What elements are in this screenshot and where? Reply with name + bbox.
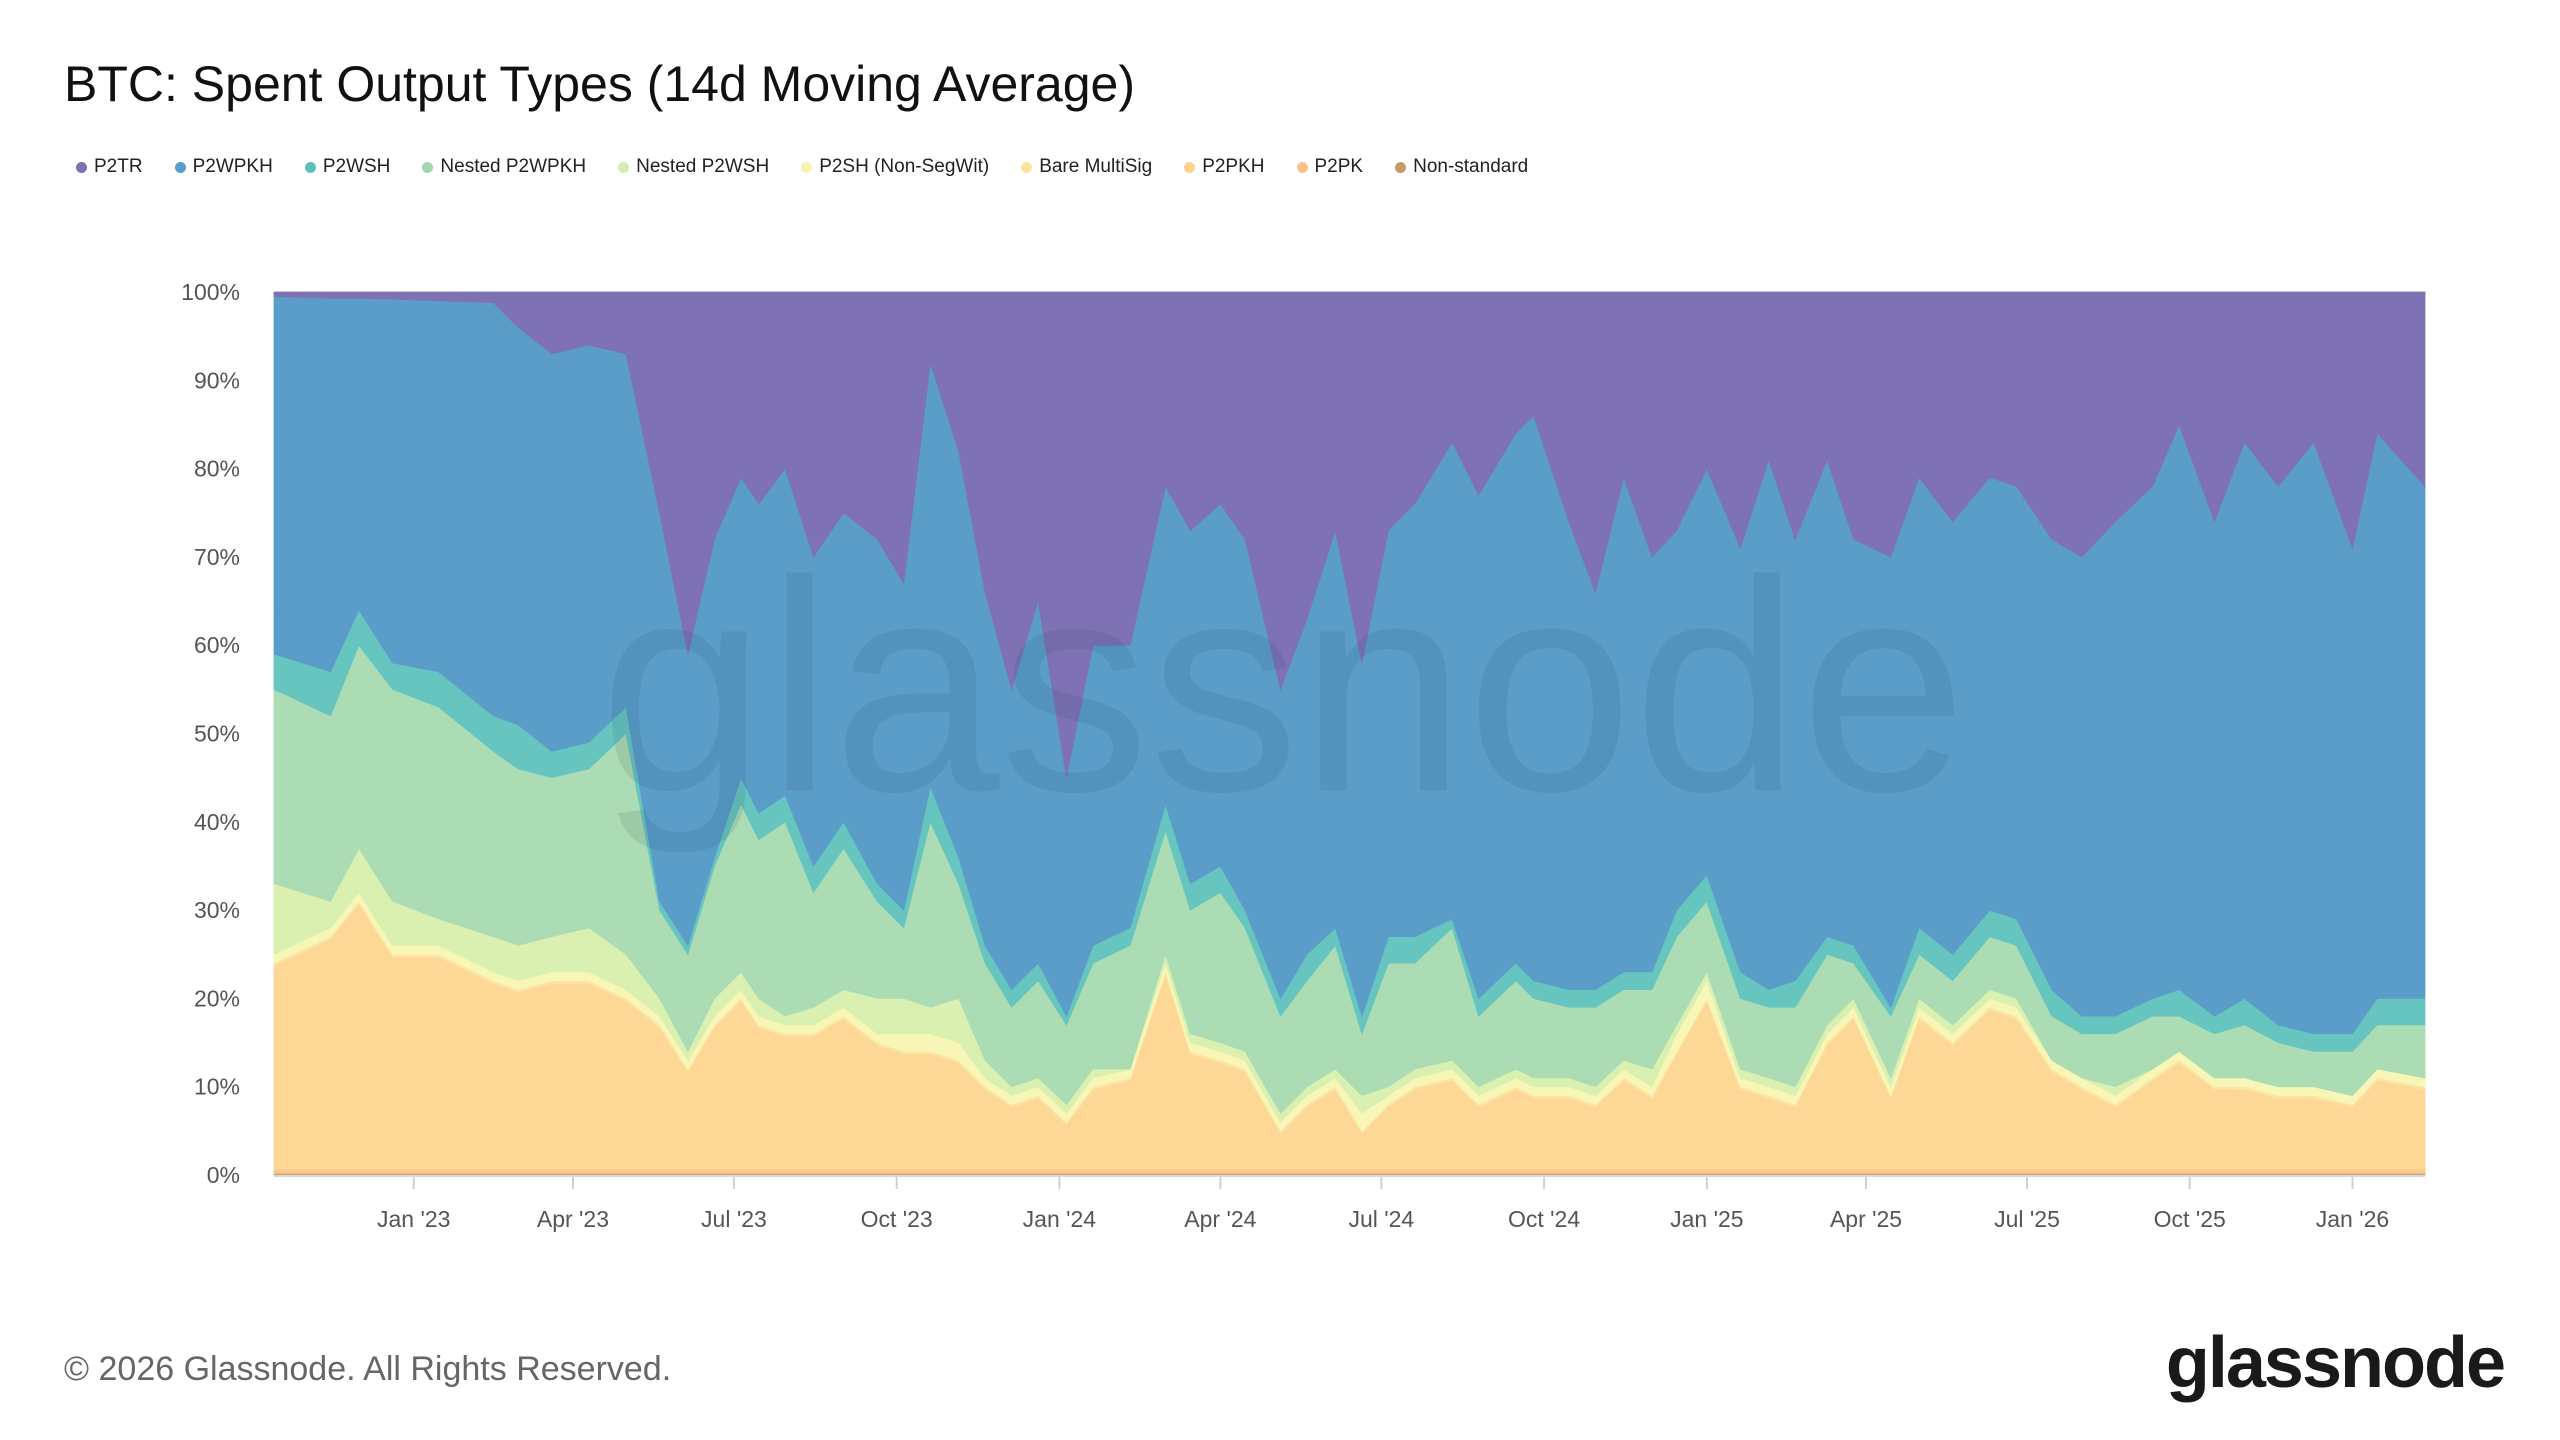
legend-dot-icon [1184, 161, 1196, 173]
copyright-text: © 2026 Glassnode. All Rights Reserved. [64, 1350, 672, 1388]
x-tick-label: Apr '25 [1830, 1206, 1902, 1232]
area-p2tr[interactable] [273, 291, 2426, 778]
legend-item-nested-p2wsh[interactable]: Nested P2WSH [618, 156, 769, 178]
y-tick-label: 90% [194, 367, 240, 393]
glassnode-logo: glassnode [2165, 1323, 2506, 1403]
chart-title: BTC: Spent Output Types (14d Moving Aver… [64, 56, 1135, 112]
x-tick-label: Jan '23 [377, 1206, 450, 1232]
legend-dot-icon [422, 161, 434, 173]
legend-item-p2wpkh[interactable]: P2WPKH [174, 156, 273, 178]
y-tick-label: 0% [207, 1162, 240, 1188]
legend-dot-icon [1395, 161, 1407, 173]
x-tick-label: Jan '26 [2316, 1206, 2389, 1232]
x-tick-label: Apr '24 [1184, 1206, 1256, 1232]
legend-item-non-standard[interactable]: Non-standard [1395, 156, 1528, 178]
x-tick-label: Apr '23 [537, 1206, 609, 1232]
y-tick-label: 20% [194, 985, 240, 1011]
y-tick-label: 50% [194, 721, 240, 747]
x-tick-label: Jul '23 [701, 1206, 767, 1232]
legend-label: P2PKH [1202, 156, 1265, 177]
legend-label: Bare MultiSig [1039, 156, 1153, 177]
legend-dot-icon [618, 161, 630, 173]
legend-label: Non-standard [1413, 156, 1529, 177]
x-tick-label: Jan '25 [1670, 1206, 1743, 1232]
legend-dot-icon [304, 161, 316, 173]
y-tick-label: 80% [194, 456, 240, 482]
legend-dot-icon [174, 161, 186, 173]
legend-label: P2WPKH [192, 156, 273, 177]
legend-label: Nested P2WSH [636, 156, 770, 177]
y-tick-label: 70% [194, 544, 240, 570]
legend-dot-icon [1296, 161, 1308, 173]
x-tick-label: Jul '24 [1348, 1206, 1414, 1232]
legend-item-p2pk[interactable]: P2PK [1296, 156, 1364, 178]
legend-label: P2PK [1314, 156, 1364, 177]
area-p2pk[interactable] [273, 1168, 2426, 1174]
x-tick-label: Jan '24 [1023, 1206, 1097, 1232]
legend-label: P2TR [94, 156, 143, 177]
legend-item-p2sh[interactable]: P2SH (Non-SegWit) [801, 156, 989, 178]
legend-item-bare-multisig[interactable]: Bare MultiSig [1021, 156, 1152, 178]
legend-item-p2tr[interactable]: P2TR [76, 156, 143, 178]
legend: P2TR P2WPKH P2WSH Nested P2WPKH Nested P… [76, 156, 1560, 178]
legend-label: P2SH (Non-SegWit) [819, 156, 990, 177]
x-tick-label: Oct '24 [1508, 1206, 1580, 1232]
watermark-logo: glassnode [599, 518, 1967, 856]
y-tick-label: 30% [194, 897, 240, 923]
legend-item-p2pkh[interactable]: P2PKH [1184, 156, 1265, 178]
y-tick-label: 10% [194, 1074, 240, 1100]
legend-item-p2wsh[interactable]: P2WSH [304, 156, 391, 178]
x-tick-label: Oct '23 [861, 1206, 933, 1232]
x-tick-label: Oct '25 [2154, 1206, 2226, 1232]
y-tick-label: 40% [194, 809, 240, 835]
legend-label: Nested P2WPKH [440, 156, 587, 177]
legend-dot-icon [801, 161, 813, 173]
legend-dot-icon [1021, 161, 1033, 173]
axes: 0% 10% 20% 30% 40% 50% 60% 70% 80% 90% 100% Jan '23… [181, 279, 2425, 1232]
legend-item-nested-p2wpkh[interactable]: Nested P2WPKH [422, 156, 586, 178]
legend-label: P2WSH [322, 156, 391, 177]
y-tick-label: 60% [194, 632, 240, 658]
area-layers [273, 291, 2426, 1176]
legend-dot-icon [76, 161, 87, 173]
x-tick-label: Jul '25 [1994, 1206, 2060, 1232]
y-tick-label: 100% [181, 279, 240, 305]
